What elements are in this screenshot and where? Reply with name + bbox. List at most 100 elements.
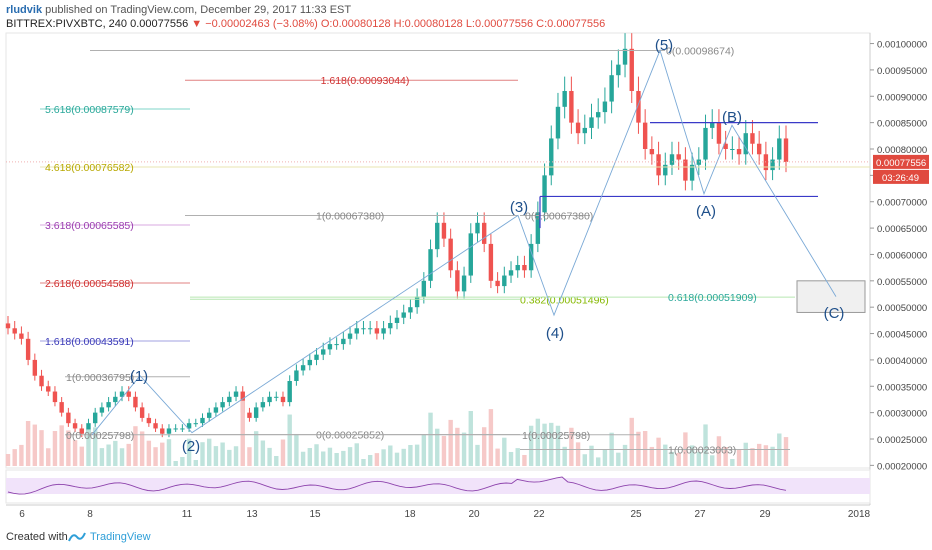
candle-body [683, 159, 688, 181]
volume-bar [46, 448, 51, 466]
volume-bar [555, 425, 561, 466]
volume-bar [481, 427, 487, 466]
wave-label: (B) [722, 109, 742, 126]
volume-bar [327, 447, 333, 466]
y-tick-label: 0.00080000 [877, 145, 927, 156]
candle-body [106, 402, 111, 408]
volume-bar [347, 447, 353, 466]
volume-bar [461, 432, 467, 466]
volume-bar [106, 444, 111, 466]
x-tick-label: 15 [309, 509, 321, 520]
candle-body [294, 370, 299, 381]
volume-bar [750, 448, 755, 466]
candle-body [193, 423, 198, 425]
candle-body [119, 391, 125, 397]
candle-body [200, 417, 205, 424]
y-tick-label: 0.00085000 [877, 119, 927, 130]
volume-bar [213, 446, 219, 466]
fib-level-label: 0(0.00025798) [66, 430, 134, 442]
volume-bar [25, 421, 31, 466]
fib-level-label: 1(0.00067380) [316, 211, 384, 223]
volume-bar [689, 445, 695, 466]
symbol-name: BITTREX:PIVXBTC, 240 [6, 18, 128, 30]
volume-bar [133, 426, 138, 466]
tradingview-brand-link[interactable]: TradingView [90, 531, 151, 543]
x-tick-label: 27 [694, 509, 706, 520]
candle-body [52, 391, 58, 403]
candle-body [280, 396, 286, 403]
volume-bar [636, 431, 641, 466]
candle-body [367, 328, 373, 330]
candle-body [213, 407, 219, 413]
volume-bar [596, 457, 601, 466]
volume-bar [743, 442, 748, 466]
tradingview-logo-icon[interactable] [68, 531, 86, 543]
candle-body [743, 133, 748, 155]
candle-body [736, 149, 742, 155]
volume-bar [488, 409, 494, 466]
candle-body [146, 417, 152, 424]
candle-body [716, 122, 722, 144]
candle-body [173, 428, 178, 430]
volume-bar [710, 455, 715, 466]
volume-bar [126, 443, 131, 466]
y-tick-label: 0.00040000 [877, 356, 927, 367]
fib-level-label: 5.618(0.00087579) [45, 104, 134, 116]
fib-level-label: 3.618(0.00065585) [45, 220, 134, 232]
fib-level-label: 1.618(0.00043591) [45, 336, 134, 348]
volume-bar [656, 437, 661, 466]
candle-body [408, 307, 413, 313]
candle-body [522, 265, 527, 271]
wave-label: (4) [546, 325, 564, 342]
author-name[interactable]: rludvik [6, 4, 43, 16]
candle-body [166, 428, 172, 434]
y-tick-label: 0.00030000 [877, 409, 927, 420]
candle-body [602, 101, 608, 113]
candle-body [481, 222, 487, 244]
wave-label: (1) [130, 368, 148, 385]
volume-bar [267, 447, 272, 466]
candle-body [19, 333, 24, 339]
candle-body [99, 407, 105, 413]
candle-body [575, 122, 581, 134]
x-tick-label: 22 [533, 509, 545, 520]
candle-body [435, 222, 440, 250]
volume-bar [99, 448, 105, 466]
footer: Created with TradingView [0, 524, 932, 550]
volume-bar [669, 451, 675, 466]
candle-body [341, 338, 346, 345]
volume-bar [294, 433, 299, 466]
volume-bar [66, 430, 71, 466]
volume-bar [253, 431, 259, 466]
wave-label: (2) [182, 438, 200, 455]
volume-bar [736, 449, 742, 466]
volume-bar [166, 439, 172, 466]
volume-bar [280, 439, 286, 466]
candle-body [307, 359, 313, 366]
volume-bar [72, 440, 78, 466]
volume-bar [180, 457, 185, 466]
volume-bar [676, 452, 681, 466]
volume-bar [160, 442, 165, 466]
candle-body [227, 396, 232, 403]
last-price-badge-text: 0.00077556 [876, 158, 926, 169]
volume-bar [153, 447, 158, 466]
last-price-badge [873, 154, 929, 169]
fib-level-label: 4.618(0.00076582) [45, 162, 134, 174]
volume-bar [455, 427, 460, 466]
volume-bar [421, 434, 427, 466]
volume-bar [783, 437, 789, 466]
volume-bar [139, 431, 145, 466]
volume-bar [401, 448, 406, 466]
y-tick-label: 0.00045000 [877, 330, 927, 341]
fib-level-label: 1(0.00025798) [522, 430, 590, 442]
candle-body [253, 407, 259, 418]
volume-bar [414, 444, 420, 466]
candle-body [374, 328, 380, 334]
y-tick-label: 0.00035000 [877, 382, 927, 393]
volume-bar [19, 444, 24, 466]
price-chart[interactable]: 0.00020000 0.00025000 0.00030000 0.00035000… [0, 0, 932, 524]
volume-bar [495, 448, 500, 466]
candle-body [401, 312, 406, 318]
y-tick-label: 0.00065000 [877, 224, 927, 235]
